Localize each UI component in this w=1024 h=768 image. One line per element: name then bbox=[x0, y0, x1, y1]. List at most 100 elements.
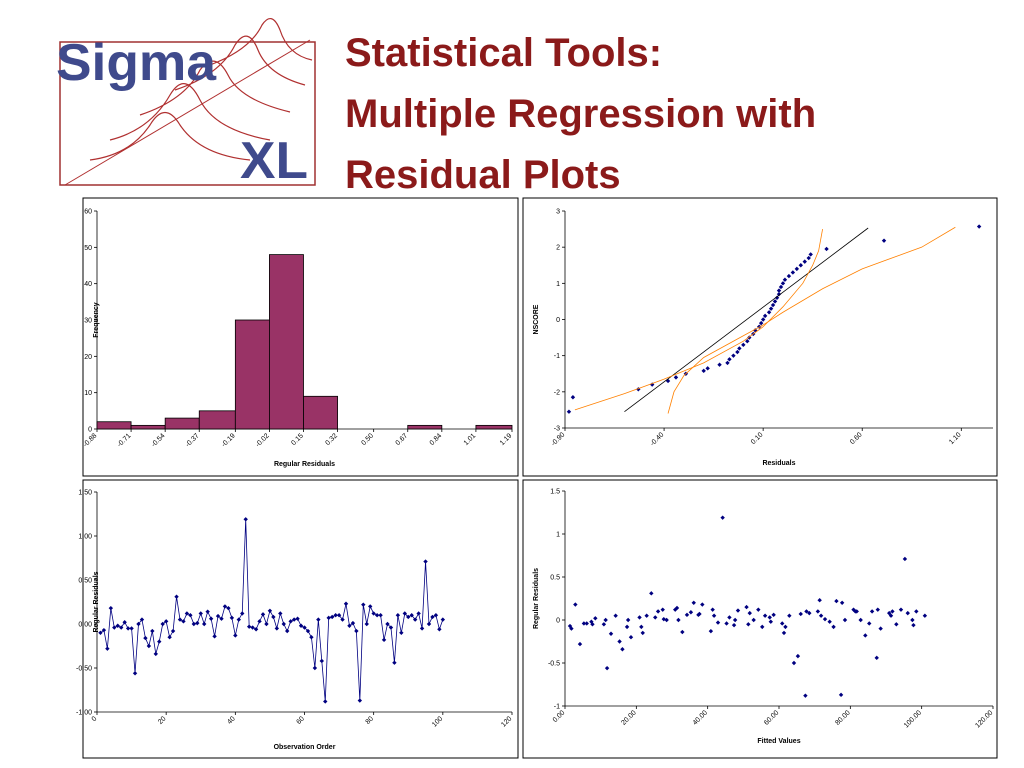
data-point bbox=[295, 616, 300, 621]
data-point bbox=[160, 621, 165, 627]
data-point bbox=[323, 699, 328, 704]
data-point bbox=[122, 620, 127, 625]
data-point bbox=[745, 339, 750, 344]
y-tick-label: -3 bbox=[554, 426, 560, 433]
data-point bbox=[697, 611, 702, 617]
data-point bbox=[701, 368, 706, 374]
data-point bbox=[735, 349, 740, 355]
data-point bbox=[795, 653, 801, 659]
slide-title: Multiple Regression with bbox=[345, 92, 816, 136]
y-tick-label: -1 bbox=[554, 704, 560, 711]
data-point bbox=[760, 317, 766, 322]
data-point bbox=[774, 295, 780, 300]
x-tick-label: 20 bbox=[157, 715, 168, 726]
data-point bbox=[569, 626, 574, 631]
data-point bbox=[567, 623, 573, 629]
data-point bbox=[374, 613, 380, 618]
data-point bbox=[581, 621, 587, 626]
data-point bbox=[817, 598, 822, 603]
logo-frame bbox=[59, 41, 316, 186]
data-point bbox=[329, 614, 335, 620]
data-point bbox=[423, 559, 428, 564]
data-point bbox=[291, 617, 297, 622]
histogram-bar bbox=[96, 421, 132, 430]
data-point bbox=[649, 591, 654, 596]
data-point bbox=[385, 621, 390, 627]
data-point bbox=[340, 617, 345, 622]
data-point bbox=[727, 357, 732, 362]
x-tick-label: 80 bbox=[365, 715, 376, 726]
y-tick-label: 40 bbox=[84, 281, 92, 288]
data-point bbox=[815, 609, 821, 614]
data-point bbox=[260, 612, 266, 617]
data-point bbox=[798, 611, 803, 617]
data-point bbox=[808, 252, 813, 257]
data-point bbox=[243, 517, 248, 522]
data-point bbox=[437, 627, 442, 632]
data-point bbox=[378, 613, 383, 618]
data-point bbox=[637, 615, 642, 620]
data-point bbox=[803, 693, 808, 698]
data-point bbox=[731, 622, 737, 628]
data-point bbox=[285, 628, 290, 634]
data-point bbox=[319, 658, 324, 664]
data-point bbox=[688, 610, 694, 615]
chart: -1.00-0.500.000.501.001.500 20 40 60 80 100 12… bbox=[76, 479, 519, 759]
x-axis-title: Observation Order bbox=[274, 744, 336, 751]
data-point bbox=[399, 630, 404, 635]
data-point bbox=[233, 633, 238, 638]
data-point bbox=[229, 615, 235, 621]
data-point bbox=[705, 366, 710, 371]
data-point bbox=[174, 594, 179, 599]
data-point bbox=[139, 617, 145, 622]
y-tick-label: 0.00 bbox=[78, 622, 92, 629]
data-point bbox=[760, 624, 765, 630]
data-point bbox=[644, 613, 649, 618]
histogram-bar bbox=[198, 410, 236, 430]
y-tick-label: 1.5 bbox=[550, 489, 560, 496]
data-point bbox=[758, 320, 764, 326]
y-tick-label: 0 bbox=[88, 427, 92, 434]
y-tick-label: 1.00 bbox=[78, 534, 92, 541]
data-point bbox=[347, 623, 352, 628]
data-point bbox=[150, 628, 155, 634]
data-point bbox=[170, 628, 176, 634]
data-point bbox=[780, 621, 785, 626]
data-point bbox=[910, 617, 915, 623]
data-point bbox=[874, 655, 879, 661]
data-point bbox=[762, 613, 768, 618]
logo-diagonal bbox=[64, 39, 311, 186]
data-point bbox=[653, 615, 658, 620]
data-point bbox=[902, 556, 908, 562]
data-point bbox=[838, 692, 844, 698]
data-point bbox=[354, 628, 359, 634]
data-point bbox=[112, 625, 117, 630]
data-point bbox=[898, 607, 904, 612]
data-point bbox=[782, 277, 788, 282]
data-point bbox=[589, 619, 594, 624]
data-point bbox=[767, 615, 772, 620]
y-axis-title: Regular Residuals bbox=[93, 571, 100, 632]
data-point bbox=[281, 621, 286, 627]
data-point bbox=[780, 281, 786, 286]
data-point bbox=[212, 634, 217, 639]
data-point bbox=[786, 273, 792, 279]
data-point bbox=[831, 624, 836, 630]
x-axis-title: Residuals bbox=[762, 460, 795, 467]
data-point bbox=[570, 395, 576, 400]
data-point bbox=[132, 671, 138, 676]
y-tick-label: -1 bbox=[554, 353, 560, 360]
data-point bbox=[842, 617, 848, 623]
data-point bbox=[219, 616, 224, 621]
data-point bbox=[250, 625, 255, 630]
data-point bbox=[167, 635, 172, 640]
data-point bbox=[419, 626, 425, 631]
logo-mark: XL bbox=[240, 132, 308, 190]
histogram-bar bbox=[303, 395, 338, 430]
data-point bbox=[827, 619, 832, 624]
data-point bbox=[715, 620, 721, 625]
y-tick-label: -2 bbox=[554, 389, 560, 396]
data-point bbox=[867, 621, 872, 626]
